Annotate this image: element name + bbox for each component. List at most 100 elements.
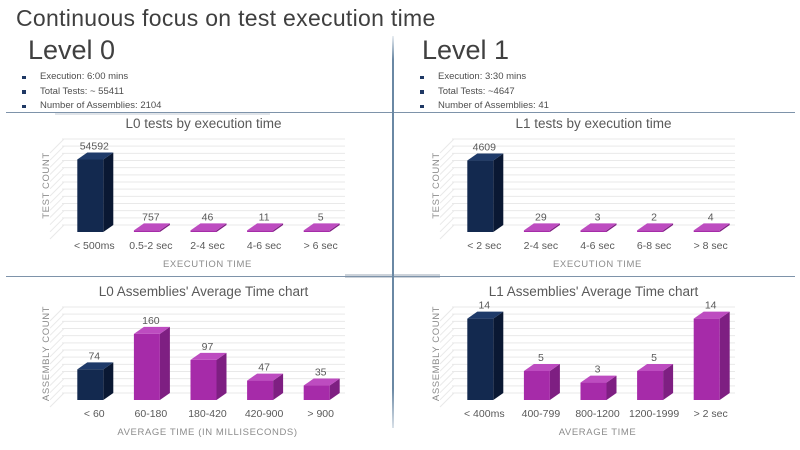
bar-side-face [273,223,284,232]
bar-front-face [133,230,160,232]
side-wall-grid-line [439,203,455,218]
slide-title: Continuous focus on test execution time [16,5,436,31]
side-wall-grid-line [439,217,455,233]
category-axis-label: > 8 sec [694,240,728,252]
bar-front-face [190,230,217,232]
section-level-1: Level 1 Execution: 3:30 mins Total Tests… [420,36,780,114]
side-wall-grid-line [439,188,455,204]
x-axis-title: EXECUTION TIME [553,259,642,270]
bar-side-face [663,363,674,400]
bar-front-face [637,230,664,232]
bullet-text: Total Tests: ~4647 [438,85,515,97]
side-wall-grid-line [439,181,455,197]
bar-top-face [190,223,227,231]
category-axis-label: < 60 [84,408,105,420]
bullet-item: Number of Assemblies: 41 [420,99,780,114]
category-axis-label: > 6 sec [304,240,338,252]
bar-side-face [606,223,617,232]
bullet-item: Execution: 3:30 mins [420,70,780,85]
bullet-text: Execution: 3:30 mins [438,71,527,83]
bar-value-label: 46 [202,211,214,223]
bar-side-face [329,378,340,400]
side-wall-grid-line [439,195,455,211]
chart-title: L0 tests by execution time [125,116,281,131]
side-wall-grid-line [49,349,65,365]
bar-top-face [133,326,170,334]
side-wall-grid-line [49,342,65,358]
bar-top-face [467,311,504,319]
bullet-text: Number of Assemblies: 2104 [40,100,162,112]
side-wall-grid-line [49,138,65,154]
level-0-bullet-list: Execution: 6:00 mins Total Tests: ~ 5541… [22,70,382,114]
bullet-item: Total Tests: ~ 55411 [22,85,382,100]
side-wall-grid-line [49,167,65,183]
divider-horizontal-bottom [6,275,795,277]
side-wall-grid-line [49,363,65,379]
bar-side-face [216,223,227,232]
bar-top-face [77,152,114,160]
side-wall-grid-line [49,203,65,218]
bar-side-face [663,223,674,232]
bar-top-face [190,352,227,360]
bar-front-face [247,230,274,232]
bar-value-label: 74 [88,350,100,362]
bar-value-label: 14 [705,300,717,312]
side-wall-grid-line [439,174,455,190]
bar-side-face [103,362,114,400]
category-axis-label: 180-420 [188,408,227,420]
bar-front-face [523,230,550,232]
chart-title: L0 Assemblies' Average Time chart [99,284,309,299]
bar-top-face [247,373,284,381]
bullet-marker [420,90,424,94]
side-wall-grid-line [439,138,455,154]
side-wall-grid-line [49,210,65,226]
bar-side-face [549,363,560,400]
y-axis-title: ASSEMBLY COUNT [431,306,442,401]
bar-top-face [523,223,560,231]
bar-front-face [190,359,217,400]
chart-l0-tests-by-execution-time: L0 tests by execution time TEST COUNT EXEC… [41,116,345,270]
chart-l1-tests-by-execution-time: L1 tests by execution time TEST COUNT EXEC… [431,116,735,270]
bar-front-face [77,369,104,400]
side-wall-grid-line [49,181,65,197]
bar-value-label: 3 [595,211,601,223]
bar-side-face [159,326,170,400]
side-wall-grid-line [49,385,65,401]
side-wall-grid-line [439,145,455,161]
bar-front-face [693,230,720,232]
bar-front-face [693,318,720,400]
bullet-text: Execution: 6:00 mins [40,71,129,83]
bar-value-label: 4609 [473,142,497,154]
y-axis-title: TEST COUNT [41,152,52,219]
bar-top-face [247,223,284,231]
bar-side-face [329,223,340,232]
bar-side-face [216,352,227,400]
bar-side-face [606,375,617,400]
side-wall-grid-line [49,160,65,175]
bar-side-face [273,373,284,400]
side-wall-grid-line [49,356,65,372]
chart-l1-assemblies-average-time: L1 Assemblies' Average Time chart ASSEMBL… [431,284,735,438]
side-wall-grid-line [439,335,455,351]
level-1-heading: Level 1 [422,35,510,65]
bar-value-label: 54592 [80,140,109,152]
bar-front-face [523,370,550,400]
side-wall-grid-line [439,313,455,329]
side-wall-grid-line [439,306,455,322]
level-0-heading: Level 0 [28,35,116,65]
side-wall-grid-line [439,160,455,175]
side-wall-grid-line [49,320,65,336]
divider-shadow [55,113,270,115]
side-wall-grid-line [49,378,65,394]
bar-value-label: 4 [708,211,714,223]
category-axis-label: > 900 [307,408,334,420]
side-wall-grid-line [49,152,65,168]
bullet-marker [420,104,424,109]
side-wall-grid-line [49,392,65,408]
side-wall-grid-line [439,349,455,365]
side-wall-grid-line [439,378,455,394]
bullet-item: Execution: 6:00 mins [22,70,382,85]
side-wall-grid-line [49,188,65,204]
category-axis-label: 4-6 sec [247,240,281,252]
bar-front-face [247,380,274,400]
